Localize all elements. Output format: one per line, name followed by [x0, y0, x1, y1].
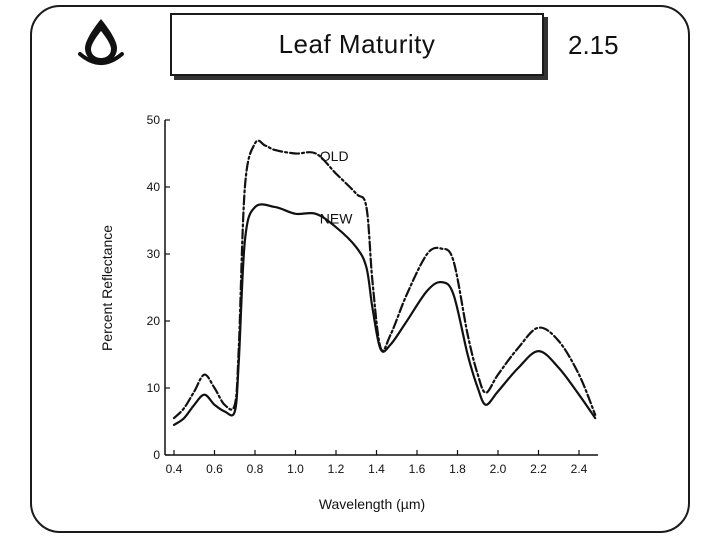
y-tick-label: 20 [147, 314, 161, 328]
y-tick-label: 40 [147, 180, 161, 194]
x-tick-label: 0.8 [247, 462, 264, 476]
series-line-new [172, 203, 597, 426]
x-tick-label: 1.8 [449, 462, 466, 476]
slide-number: 2.15 [568, 30, 619, 60]
x-tick-label: 0.6 [206, 462, 223, 476]
x-tick-label: 1.6 [409, 462, 426, 476]
series-line-old [172, 139, 597, 420]
water-drop-icon [78, 19, 124, 65]
x-tick-label: 0.4 [166, 462, 183, 476]
y-tick-label: 10 [147, 381, 161, 395]
x-tick-label: 2.2 [530, 462, 547, 476]
series-label-new: NEW [320, 210, 353, 226]
y-tick-label: 30 [147, 247, 161, 261]
page-title: Leaf Maturity [170, 13, 544, 76]
y-tick-label: 0 [153, 448, 160, 462]
y-tick-label: 50 [147, 113, 161, 127]
slide-frame [30, 5, 690, 533]
x-tick-label: 1.0 [287, 462, 304, 476]
x-tick-label: 2.0 [490, 462, 507, 476]
x-axis-title: Wavelength (µm) [319, 496, 425, 512]
x-tick-label: 2.4 [571, 462, 588, 476]
y-axis-title: Percent Reflectance [99, 225, 115, 351]
x-tick-label: 1.4 [368, 462, 385, 476]
x-tick-label: 1.2 [328, 462, 345, 476]
series-label-old: OLD [320, 148, 349, 164]
